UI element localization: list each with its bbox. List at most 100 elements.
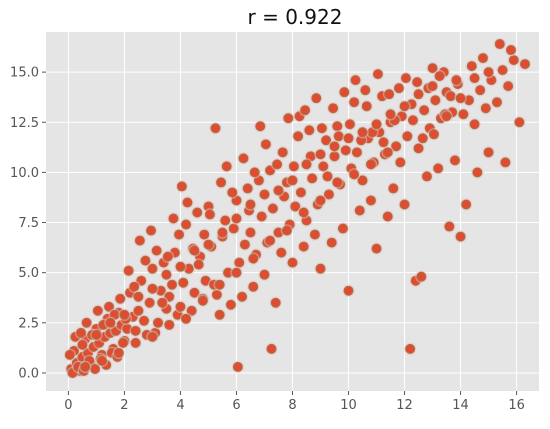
data-point xyxy=(304,125,315,136)
data-point xyxy=(249,167,260,178)
data-point xyxy=(248,281,259,292)
data-point xyxy=(287,175,298,186)
x-tick-label: 10 xyxy=(340,398,357,413)
data-point xyxy=(416,271,427,282)
data-point xyxy=(167,279,178,290)
data-point xyxy=(290,201,301,212)
y-tick-label: 15.0 xyxy=(10,66,39,81)
data-point xyxy=(412,77,423,88)
data-point xyxy=(81,317,92,328)
data-point xyxy=(104,301,115,312)
data-point xyxy=(119,309,130,320)
data-point xyxy=(385,109,396,120)
data-point xyxy=(214,279,225,290)
data-point xyxy=(333,131,344,142)
data-point xyxy=(349,169,360,180)
data-point xyxy=(189,245,200,256)
data-point xyxy=(378,137,389,148)
data-point xyxy=(248,253,259,264)
data-point xyxy=(239,239,250,250)
data-point xyxy=(417,133,428,144)
data-point xyxy=(255,121,266,132)
data-point xyxy=(326,237,337,248)
data-point xyxy=(214,309,225,320)
data-point xyxy=(182,197,193,208)
data-point xyxy=(480,103,491,114)
scatter-points xyxy=(63,37,532,380)
data-point xyxy=(337,223,348,234)
data-point xyxy=(147,283,158,294)
data-point xyxy=(164,319,175,330)
data-point xyxy=(455,231,466,242)
data-point xyxy=(221,161,232,172)
data-point xyxy=(500,157,511,168)
data-point xyxy=(151,245,162,256)
data-point xyxy=(455,93,466,104)
y-tick-label: 12.5 xyxy=(10,116,39,131)
data-point xyxy=(357,175,368,186)
y-axis-ticks: 0.0 2.5 5.0 7.5 10.0 12.5 15.0 xyxy=(10,66,46,381)
data-point xyxy=(344,119,355,130)
data-point xyxy=(134,235,145,246)
data-point xyxy=(332,177,343,188)
data-point xyxy=(354,205,365,216)
data-point xyxy=(508,55,519,66)
y-tick-label: 2.5 xyxy=(18,316,39,331)
data-point xyxy=(228,223,239,234)
data-point xyxy=(307,173,318,184)
data-point xyxy=(382,211,393,222)
data-point xyxy=(204,209,215,220)
data-point xyxy=(419,105,430,116)
data-point xyxy=(491,97,502,108)
data-point xyxy=(315,263,326,274)
data-point xyxy=(256,211,267,222)
data-point xyxy=(400,73,411,84)
data-point xyxy=(298,207,309,218)
data-point xyxy=(301,159,312,170)
y-tick-label: 5.0 xyxy=(18,266,39,281)
data-point xyxy=(402,131,413,142)
data-point xyxy=(427,81,438,92)
data-point xyxy=(428,129,439,140)
data-point xyxy=(361,101,372,112)
data-point xyxy=(413,143,424,154)
data-point xyxy=(232,361,243,372)
data-point xyxy=(466,61,477,72)
x-tick-label: 2 xyxy=(120,398,128,413)
data-point xyxy=(388,183,399,194)
x-tick-label: 4 xyxy=(176,398,184,413)
data-point xyxy=(210,123,221,134)
data-point xyxy=(216,177,227,188)
data-point xyxy=(186,305,197,316)
data-point xyxy=(92,305,103,316)
data-point xyxy=(273,185,284,196)
data-point xyxy=(399,199,410,210)
data-point xyxy=(475,85,486,96)
data-point xyxy=(176,181,187,192)
data-point xyxy=(133,291,144,302)
data-point xyxy=(472,167,483,178)
data-point xyxy=(157,297,168,308)
data-point xyxy=(259,269,270,280)
x-tick-label: 12 xyxy=(396,398,413,413)
data-point xyxy=(365,159,376,170)
data-point xyxy=(382,147,393,158)
data-point xyxy=(505,45,516,56)
data-point xyxy=(405,343,416,354)
data-point xyxy=(393,83,404,94)
data-point xyxy=(309,229,320,240)
data-point xyxy=(497,65,508,76)
data-point xyxy=(266,343,277,354)
data-point xyxy=(181,219,192,230)
data-point xyxy=(97,355,108,366)
data-point xyxy=(329,151,340,162)
data-point xyxy=(277,147,288,158)
data-point xyxy=(225,299,236,310)
y-tick-label: 0.0 xyxy=(18,366,39,381)
data-point xyxy=(349,97,360,108)
data-point xyxy=(421,171,432,182)
data-point xyxy=(519,59,530,70)
data-point xyxy=(283,113,294,124)
data-point xyxy=(340,145,351,156)
